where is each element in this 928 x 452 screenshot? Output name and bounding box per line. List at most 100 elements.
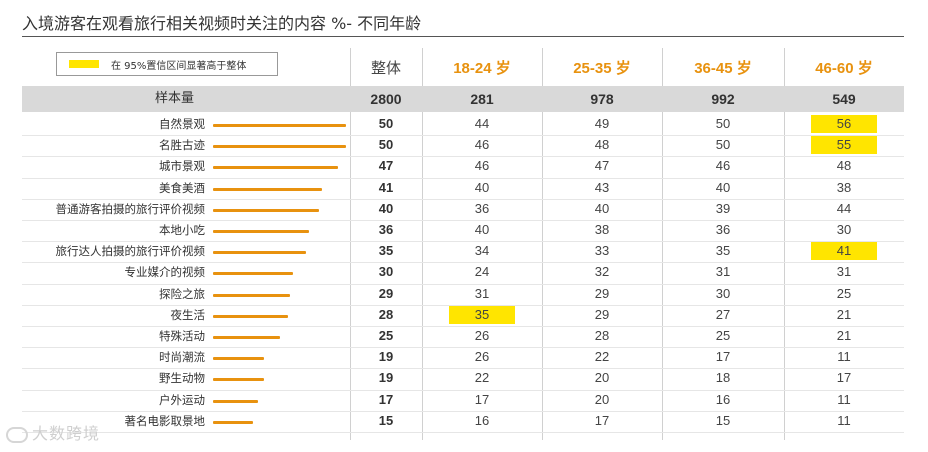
- table-cell: 48: [836, 158, 852, 174]
- table-cell: 40: [474, 222, 490, 237]
- row-divider: [22, 283, 904, 285]
- row-divider: [22, 177, 904, 179]
- sample-value: 549: [832, 91, 856, 107]
- column-separator: [542, 48, 543, 440]
- table-cell: 50: [715, 137, 731, 153]
- table-cell: 16: [715, 391, 731, 407]
- chart-title: 入境游客在观看旅行相关视频时关注的内容 %- 不同年龄: [22, 14, 422, 33]
- table-cell: 22: [594, 349, 610, 365]
- table-cell: 39: [715, 200, 731, 216]
- bar: [213, 166, 338, 170]
- table-cell: 46: [474, 137, 490, 153]
- table-cell: 22: [474, 370, 490, 386]
- watermark-text: 大数跨境: [32, 424, 101, 443]
- column-separator: [662, 48, 663, 440]
- row-divider: [22, 410, 904, 412]
- bar: [213, 124, 346, 127]
- table-cell: 56: [836, 116, 852, 131]
- table-cell: 11: [837, 349, 851, 365]
- bar: [213, 187, 323, 191]
- row-label: 著名电影取景地: [124, 413, 206, 428]
- sample-value: 2800: [370, 91, 402, 107]
- table-cell: 31: [474, 285, 490, 301]
- table-cell: 43: [594, 179, 610, 195]
- table-cell: 17: [836, 370, 852, 386]
- table-cell: 36: [715, 222, 731, 237]
- bar: [213, 399, 259, 403]
- row-divider: [22, 262, 904, 264]
- row-divider: [22, 368, 904, 370]
- table-cell: 28: [594, 328, 610, 343]
- table-cell: 35: [474, 306, 490, 322]
- table-cell: 26: [474, 349, 490, 365]
- row-divider: [22, 198, 904, 200]
- table-cell: 29: [594, 306, 610, 322]
- bar: [213, 378, 264, 382]
- table-cell: 28: [378, 306, 394, 322]
- row-label: 户外运动: [159, 392, 205, 407]
- row-label: 自然景观: [159, 117, 205, 131]
- table-cell: 41: [378, 179, 394, 195]
- table-cell: 34: [474, 243, 490, 259]
- row-divider: [22, 135, 904, 137]
- table-cell: 50: [378, 116, 394, 131]
- table-cell: 20: [594, 370, 610, 386]
- column-separator: [350, 48, 351, 440]
- table-cell: 55: [836, 137, 852, 153]
- table-cell: 30: [378, 264, 394, 280]
- table-cell: 29: [378, 285, 394, 301]
- table-cell: 18: [715, 370, 731, 386]
- table-cell: 20: [594, 391, 610, 407]
- column-header: 18-24 岁: [453, 59, 511, 77]
- bar: [213, 145, 346, 149]
- table-cell: 11: [837, 412, 851, 428]
- sample-value: 978: [590, 91, 614, 107]
- bar: [213, 357, 264, 361]
- table-cell: 49: [594, 116, 610, 131]
- row-divider: [22, 156, 904, 158]
- table-cell: 25: [378, 328, 394, 343]
- table-cell: 16: [474, 412, 490, 428]
- table-cell: 40: [715, 179, 731, 195]
- highlight-box: [811, 242, 877, 261]
- title-rule: [22, 36, 904, 37]
- sample-label: 样本量: [155, 91, 195, 106]
- row-label: 时尚潮流: [159, 350, 205, 365]
- row-label: 普通游客拍摄的旅行评价视频: [55, 201, 206, 216]
- row-label: 旅行达人拍摄的旅行评价视频: [55, 244, 206, 259]
- bar: [213, 293, 291, 297]
- row-label: 探险之旅: [159, 286, 205, 301]
- table-cell: 46: [474, 158, 490, 174]
- column-separator: [784, 48, 785, 440]
- table-cell: 21: [836, 306, 852, 322]
- table-cell: 40: [378, 200, 394, 216]
- table-cell: 36: [474, 200, 490, 216]
- row-divider: [22, 304, 904, 306]
- legend-text: 在 95%置信区间显著高于整体: [111, 60, 247, 72]
- highlight-box: [811, 115, 877, 133]
- bar: [213, 208, 320, 212]
- bar: [213, 272, 293, 276]
- watermark: 大数跨境: [6, 420, 100, 444]
- column-separator: [422, 48, 423, 440]
- table-cell: 35: [378, 243, 394, 259]
- row-label: 夜生活: [170, 307, 206, 322]
- table-cell: 36: [378, 222, 394, 237]
- row-label: 特殊活动: [159, 329, 205, 343]
- bar: [213, 314, 288, 318]
- table-cell: 41: [836, 243, 852, 259]
- legend: 在 95%置信区间显著高于整体: [56, 52, 278, 76]
- column-header: 46-60 岁: [815, 59, 873, 77]
- highlight-box: [449, 305, 515, 324]
- sample-band: [22, 86, 904, 112]
- table-cell: 17: [715, 349, 731, 365]
- table-cell: 17: [474, 391, 490, 407]
- table-cell: 19: [378, 370, 394, 386]
- watermark-logo-icon: [6, 426, 28, 443]
- table-cell: 29: [594, 285, 610, 301]
- table-cell: 38: [836, 179, 852, 195]
- bar: [213, 420, 253, 424]
- bar: [213, 336, 280, 339]
- table-cell: 31: [836, 264, 852, 280]
- table-cell: 44: [474, 116, 490, 131]
